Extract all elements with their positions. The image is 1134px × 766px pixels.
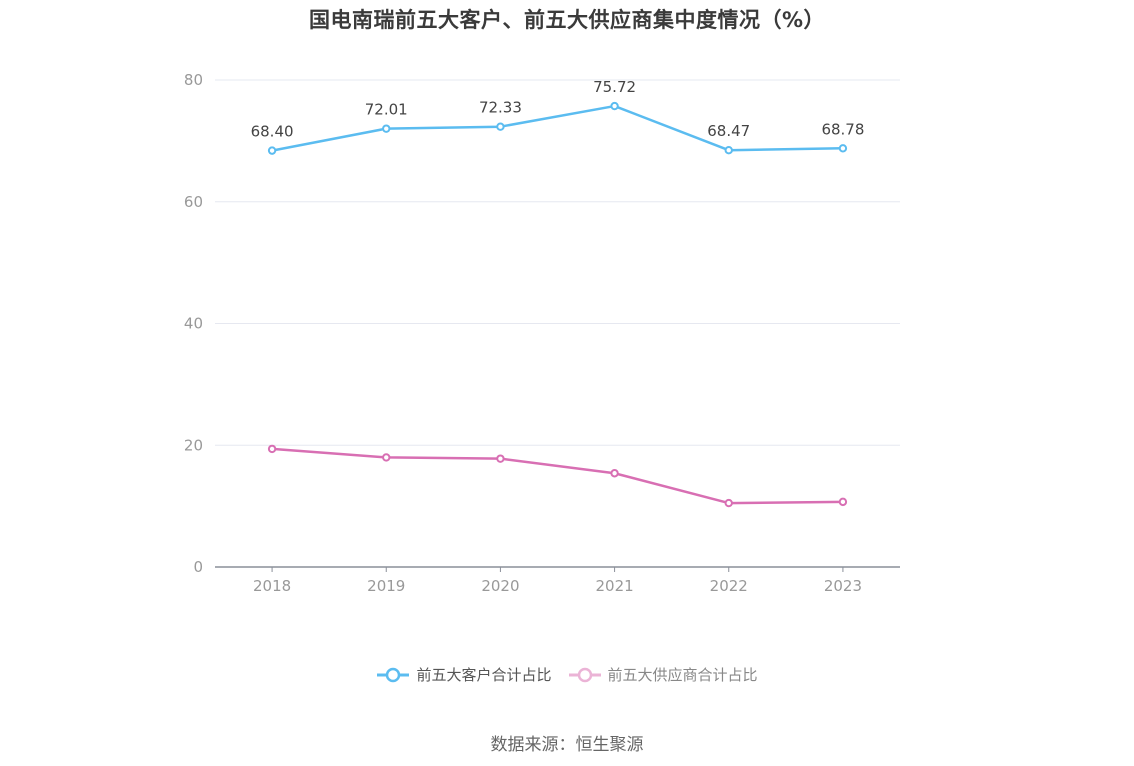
legend-label-suppliers: 前五大供应商合计占比 xyxy=(607,666,758,684)
axes: 0 20 40 60 80 2018 2019 2020 2021 2022 2023 xyxy=(184,71,900,595)
data-label: 68.40 xyxy=(251,123,294,141)
data-point xyxy=(838,144,848,153)
y-tick-label: 60 xyxy=(184,193,203,211)
data-point xyxy=(382,453,391,462)
source-note: 数据来源：恒生聚源 xyxy=(490,735,644,755)
x-tick-label: 2020 xyxy=(481,577,519,595)
y-tick-label: 40 xyxy=(184,315,203,333)
legend-marker-customers xyxy=(377,667,410,682)
data-label: 68.47 xyxy=(707,122,750,140)
series-lines xyxy=(267,101,848,508)
series-line-2 xyxy=(271,447,843,505)
legend-label-customers: 前五大客户合计占比 xyxy=(416,666,552,684)
data-point xyxy=(267,444,277,454)
data-point xyxy=(724,145,733,155)
data-point xyxy=(496,122,505,131)
data-point xyxy=(838,497,848,507)
data-point xyxy=(610,469,619,478)
grid-lines xyxy=(215,79,900,446)
data-point xyxy=(496,454,505,463)
legend-item-customers[interactable]: 前五大客户合计占比 xyxy=(376,664,552,685)
data-point xyxy=(267,146,277,155)
legend: 前五大客户合计占比 前五大供应商合计占比 xyxy=(0,664,1134,685)
data-label: 75.72 xyxy=(593,78,636,96)
chart-title: 国电南瑞前五大客户、前五大供应商集中度情况（%） xyxy=(308,8,826,32)
x-tick-label: 2023 xyxy=(824,577,862,595)
legend-item-suppliers[interactable]: 前五大供应商合计占比 xyxy=(568,664,758,685)
y-tick-label: 20 xyxy=(184,436,203,454)
data-point xyxy=(610,101,619,111)
data-point xyxy=(382,124,391,133)
y-tick-label: 0 xyxy=(193,558,203,576)
y-tick-label: 80 xyxy=(184,71,203,89)
series-line-1 xyxy=(271,104,843,152)
legend-marker-suppliers xyxy=(568,667,601,682)
data-label: 72.33 xyxy=(479,99,522,117)
data-labels: 68.40 72.01 72.33 75.72 68.47 68.78 xyxy=(251,78,865,141)
data-point xyxy=(724,498,733,508)
data-label: 68.78 xyxy=(821,120,864,138)
x-tick-label: 2018 xyxy=(253,577,291,595)
x-tick-label: 2022 xyxy=(710,577,748,595)
data-label: 72.01 xyxy=(365,101,408,119)
x-tick-label: 2021 xyxy=(595,577,633,595)
x-tick-label: 2019 xyxy=(367,577,405,595)
